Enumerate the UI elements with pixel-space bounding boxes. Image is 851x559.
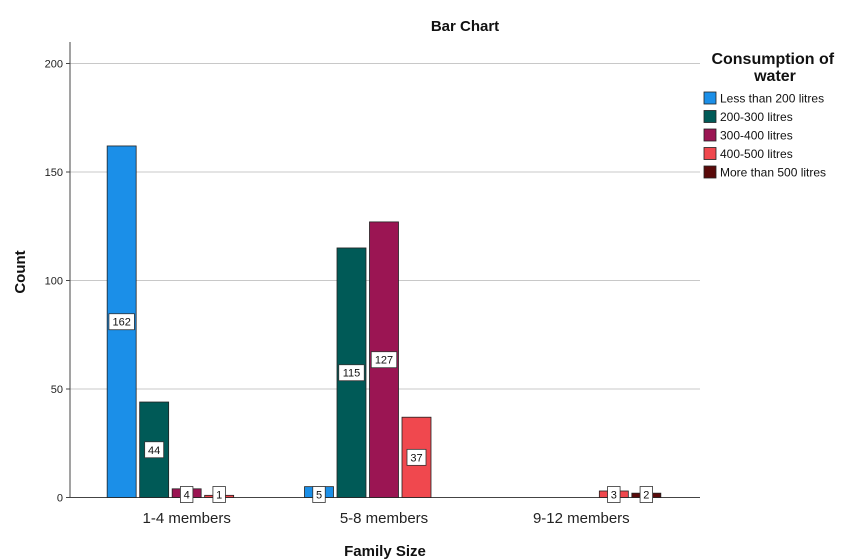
- legend: Consumption of water Less than 200 litre…: [703, 51, 838, 180]
- legend-swatch: [703, 128, 717, 142]
- legend-entry: Less than 200 litres: [720, 92, 824, 106]
- y-tick-label: 200: [45, 59, 63, 71]
- tick-labels: 0 50 100 150 200 1-4 members 5-8 members 9-12 m…: [45, 59, 630, 528]
- data-label-box: [144, 441, 165, 459]
- data-label: 44: [148, 445, 160, 457]
- legend-swatch: [703, 165, 717, 179]
- data-label-box: [406, 448, 427, 466]
- legend-entry: 400-500 litres: [720, 147, 793, 161]
- x-tick-label: 1-4 members: [142, 510, 230, 527]
- data-label-box: [639, 486, 653, 503]
- y-tick-label: 100: [45, 276, 63, 288]
- legend-title-line-2: water: [753, 68, 796, 85]
- data-label: 5: [316, 490, 322, 502]
- data-label-box: [180, 486, 194, 503]
- chart-title: Bar Chart: [431, 18, 499, 35]
- legend-swatch: [703, 91, 717, 105]
- y-tick-label: 150: [45, 167, 63, 179]
- data-label: 3: [611, 490, 617, 502]
- x-tick-label: 5-8 members: [340, 510, 428, 527]
- data-label-box: [312, 486, 326, 503]
- data-label: 4: [184, 490, 190, 502]
- legend-title-line-1: Consumption of: [711, 51, 834, 68]
- data-label: 162: [112, 317, 130, 329]
- data-label: 37: [410, 452, 422, 464]
- data-label: 127: [375, 355, 393, 367]
- legend-title: Consumption of water: [711, 51, 838, 85]
- data-label-box: [607, 486, 621, 503]
- data-label: 2: [643, 490, 649, 502]
- bars: [106, 145, 662, 498]
- legend-swatch: [703, 147, 717, 160]
- data-label-box: [108, 313, 135, 331]
- y-tick-label: 0: [57, 493, 63, 505]
- y-axis-title: Count: [12, 250, 29, 293]
- data-label-box: [212, 486, 226, 503]
- data-label: 1: [216, 490, 222, 502]
- x-tick-label: 9-12 members: [533, 510, 630, 527]
- legend-entry: 300-400 litres: [720, 129, 793, 143]
- data-label-box: [370, 351, 398, 369]
- data-label: 115: [343, 368, 361, 380]
- data-label-box: [338, 364, 365, 382]
- x-axis-title: Family Size: [344, 543, 426, 559]
- legend-entry: 200-300 litres: [720, 110, 793, 124]
- legend-entry: More than 500 litres: [720, 166, 826, 180]
- legend-swatch: [703, 110, 717, 123]
- y-tick-label: 50: [51, 384, 63, 396]
